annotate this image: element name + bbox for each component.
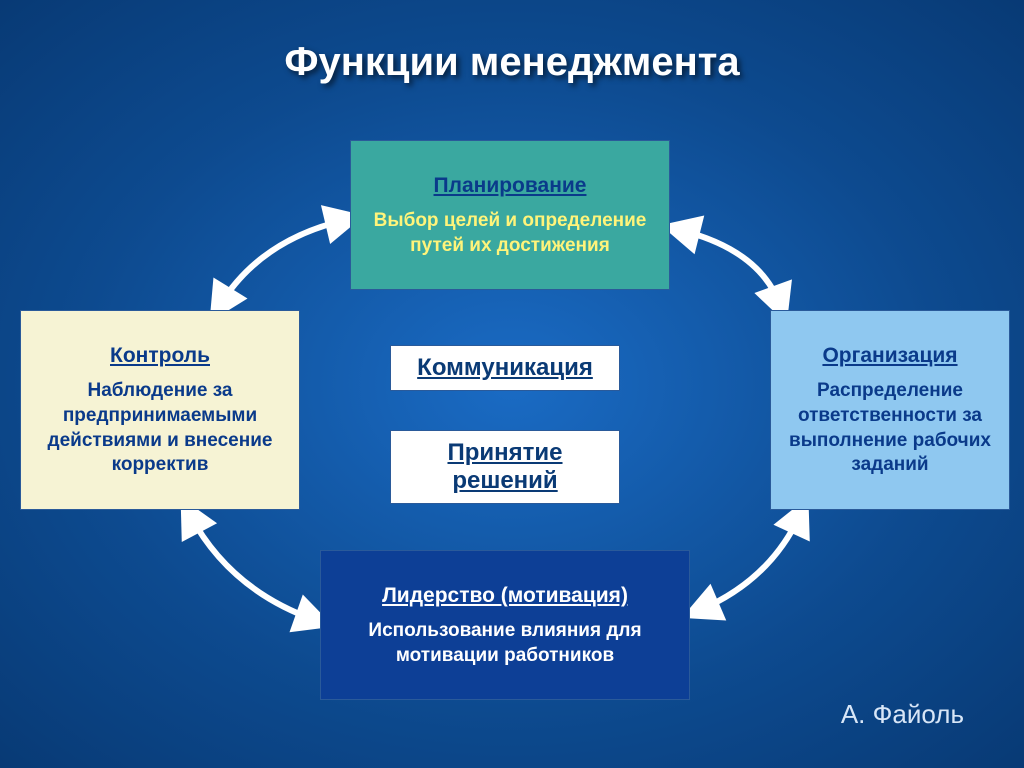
slide-title: Функции менеджмента (0, 40, 1024, 85)
attribution-text: А. Файоль (841, 699, 964, 730)
node-organization-heading: Организация (781, 342, 999, 369)
node-organization-body: Распределение ответственности за выполне… (781, 379, 999, 478)
node-planning: Планирование Выбор целей и определение п… (350, 140, 670, 290)
center-decision: Принятие решений (390, 430, 620, 504)
node-organization: Организация Распределение ответственност… (770, 310, 1010, 510)
node-leadership-body: Использование влияния для мотивации рабо… (331, 619, 679, 668)
node-leadership-heading: Лидерство (мотивация) (331, 582, 679, 609)
center-communication: Коммуникация (390, 345, 620, 391)
diagram-canvas: Планирование Выбор целей и определение п… (0, 120, 1024, 740)
node-planning-body: Выбор целей и определение путей их дости… (361, 209, 659, 258)
node-control-heading: Контроль (31, 342, 289, 369)
arrow-right-bottom (700, 515, 800, 610)
arrow-top-right (680, 230, 780, 305)
arrow-bottom-left (190, 515, 315, 620)
node-planning-heading: Планирование (361, 172, 659, 199)
arrow-left-top (220, 220, 345, 305)
node-control: Контроль Наблюдение за предпринимаемыми … (20, 310, 300, 510)
node-control-body: Наблюдение за предпринимаемыми действиям… (31, 379, 289, 478)
node-leadership: Лидерство (мотивация) Использование влия… (320, 550, 690, 700)
